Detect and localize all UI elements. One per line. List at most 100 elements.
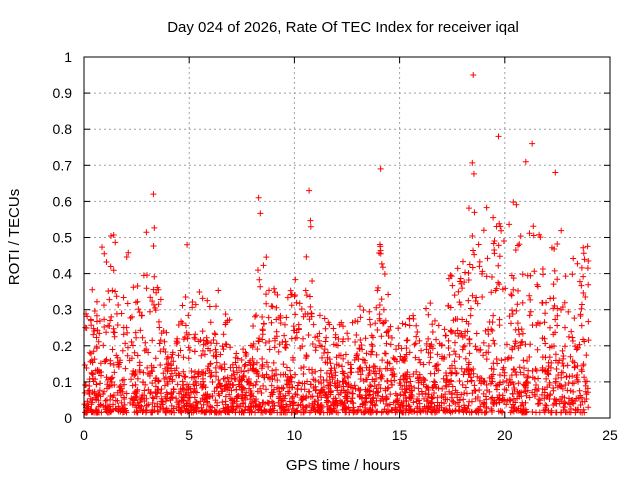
data-point (318, 394, 325, 401)
data-point (454, 265, 461, 272)
data-point (323, 370, 330, 377)
data-point (376, 365, 383, 372)
data-point (132, 388, 139, 395)
data-point (552, 351, 559, 358)
data-point (184, 241, 191, 248)
data-point (474, 407, 481, 414)
data-point (519, 330, 526, 337)
data-point (440, 375, 447, 382)
data-point (457, 301, 464, 308)
data-point (448, 328, 455, 335)
data-point (180, 382, 187, 389)
data-point (482, 327, 489, 334)
data-point (357, 314, 364, 321)
data-point (202, 340, 209, 347)
data-point (254, 388, 261, 395)
y-tick-label: 0.4 (53, 266, 73, 282)
data-point (101, 388, 108, 395)
data-point (215, 377, 222, 384)
data-point (131, 372, 138, 379)
data-point (503, 401, 510, 408)
data-point (546, 381, 553, 388)
data-point (216, 408, 223, 415)
data-point (416, 356, 423, 363)
data-point (467, 312, 474, 319)
data-point (199, 347, 206, 354)
data-point (241, 363, 248, 370)
grid-lines (84, 57, 610, 418)
data-point (299, 396, 306, 403)
data-point (91, 356, 98, 363)
data-point (452, 370, 459, 377)
data-point (136, 368, 143, 375)
data-point (576, 278, 583, 285)
data-point (256, 276, 263, 283)
data-point (225, 406, 232, 413)
data-point (433, 384, 440, 391)
data-point (218, 364, 225, 371)
data-point (238, 386, 245, 393)
data-point (366, 364, 373, 371)
data-point (376, 315, 383, 322)
data-point (289, 395, 296, 402)
data-point (509, 310, 516, 317)
data-point (268, 389, 275, 396)
data-point (144, 364, 151, 371)
data-point (88, 350, 95, 357)
data-point (252, 313, 259, 320)
data-point (223, 381, 230, 388)
data-point (507, 379, 514, 386)
data-point (452, 351, 459, 358)
data-point (86, 382, 93, 389)
data-point (387, 323, 394, 330)
data-point (322, 325, 329, 332)
data-point (351, 408, 358, 415)
data-point (585, 318, 592, 325)
data-point (373, 409, 380, 416)
data-point (533, 367, 540, 374)
data-point (500, 379, 507, 386)
data-point (156, 340, 163, 347)
y-tick-label: 0.7 (53, 157, 73, 173)
data-point (511, 384, 518, 391)
data-point (399, 402, 406, 409)
data-point (185, 312, 192, 319)
data-point (459, 285, 466, 292)
data-point (250, 361, 257, 368)
data-point (510, 199, 517, 206)
data-point (107, 393, 114, 400)
data-point (107, 263, 114, 270)
data-point (81, 361, 88, 368)
data-point (271, 344, 278, 351)
data-point (203, 394, 210, 401)
data-point (416, 405, 423, 412)
data-point (145, 386, 152, 393)
data-point (118, 310, 125, 317)
data-point (273, 366, 280, 373)
data-point (562, 343, 569, 350)
data-point (512, 247, 519, 254)
data-point (132, 299, 139, 306)
data-point (480, 339, 487, 346)
data-point (576, 394, 583, 401)
data-point (424, 385, 431, 392)
data-point (310, 321, 317, 328)
data-point (389, 406, 396, 413)
data-point (206, 403, 213, 410)
data-point (309, 277, 316, 284)
data-point (239, 373, 246, 380)
data-point (415, 379, 422, 386)
data-point (414, 375, 421, 382)
data-point (542, 310, 549, 317)
data-point (526, 353, 533, 360)
data-point (216, 380, 223, 387)
data-point (571, 315, 578, 322)
data-point (147, 390, 154, 397)
data-point (435, 322, 442, 329)
data-point (548, 343, 555, 350)
data-point (105, 288, 112, 295)
data-point (214, 402, 221, 409)
data-point (247, 403, 254, 410)
data-point (89, 396, 96, 403)
data-point (338, 363, 345, 370)
